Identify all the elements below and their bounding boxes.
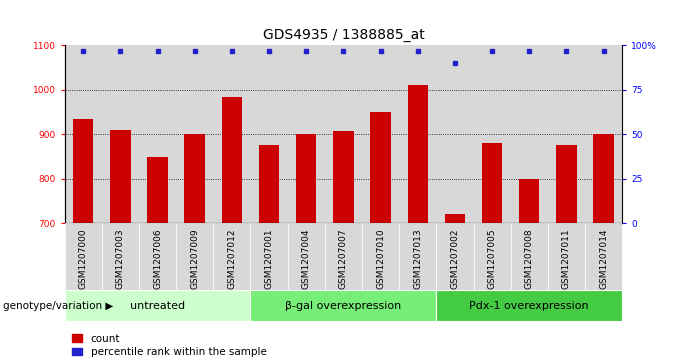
Bar [511, 223, 548, 290]
Bar [296, 134, 316, 223]
Text: GSM1207009: GSM1207009 [190, 229, 199, 289]
Bar [65, 45, 102, 223]
Bar [445, 214, 465, 223]
Bar [519, 179, 539, 223]
Bar [214, 223, 250, 290]
Text: GSM1207012: GSM1207012 [227, 229, 237, 289]
Bar [250, 45, 288, 223]
Title: GDS4935 / 1388885_at: GDS4935 / 1388885_at [262, 28, 424, 42]
Bar [176, 45, 214, 223]
Bar [250, 223, 288, 290]
Bar [176, 223, 214, 290]
Bar [65, 223, 102, 290]
Bar [548, 45, 585, 223]
Bar [482, 143, 503, 223]
Text: β-gal overexpression: β-gal overexpression [286, 301, 401, 311]
Bar [65, 290, 250, 321]
Bar [139, 223, 176, 290]
Bar [399, 223, 437, 290]
Text: GSM1207014: GSM1207014 [599, 229, 608, 289]
Bar [184, 134, 205, 223]
Text: GSM1207005: GSM1207005 [488, 229, 496, 289]
Bar [437, 223, 473, 290]
Bar [594, 134, 614, 223]
Bar [585, 223, 622, 290]
Bar [511, 45, 548, 223]
Text: GSM1207013: GSM1207013 [413, 229, 422, 289]
Bar [222, 97, 242, 223]
Text: GSM1207006: GSM1207006 [153, 229, 162, 289]
Bar [556, 146, 577, 223]
Text: GSM1207002: GSM1207002 [450, 229, 460, 289]
Bar [214, 45, 250, 223]
Bar [437, 290, 622, 321]
Text: GSM1207000: GSM1207000 [79, 229, 88, 289]
Bar [437, 45, 473, 223]
Text: GSM1207004: GSM1207004 [302, 229, 311, 289]
Bar [548, 223, 585, 290]
Bar [73, 119, 93, 223]
Bar [407, 85, 428, 223]
Text: GSM1207010: GSM1207010 [376, 229, 385, 289]
Bar [102, 45, 139, 223]
Text: GSM1207008: GSM1207008 [525, 229, 534, 289]
Text: GSM1207001: GSM1207001 [265, 229, 273, 289]
Bar [362, 223, 399, 290]
Bar [139, 45, 176, 223]
Text: genotype/variation ▶: genotype/variation ▶ [3, 301, 114, 311]
Bar [288, 45, 325, 223]
Bar [371, 112, 391, 223]
Bar [362, 45, 399, 223]
Bar [102, 223, 139, 290]
Text: GSM1207011: GSM1207011 [562, 229, 571, 289]
Legend: count, percentile rank within the sample: count, percentile rank within the sample [70, 332, 269, 359]
Bar [325, 223, 362, 290]
Bar [259, 146, 279, 223]
Bar [399, 45, 437, 223]
Bar [110, 130, 131, 223]
Bar [250, 290, 437, 321]
Bar [473, 223, 511, 290]
Text: Pdx-1 overexpression: Pdx-1 overexpression [469, 301, 589, 311]
Bar [148, 158, 168, 223]
Bar [585, 45, 622, 223]
Text: GSM1207007: GSM1207007 [339, 229, 348, 289]
Text: untreated: untreated [130, 301, 185, 311]
Bar [333, 131, 354, 223]
Bar [325, 45, 362, 223]
Bar [288, 223, 325, 290]
Bar [473, 45, 511, 223]
Text: GSM1207003: GSM1207003 [116, 229, 125, 289]
